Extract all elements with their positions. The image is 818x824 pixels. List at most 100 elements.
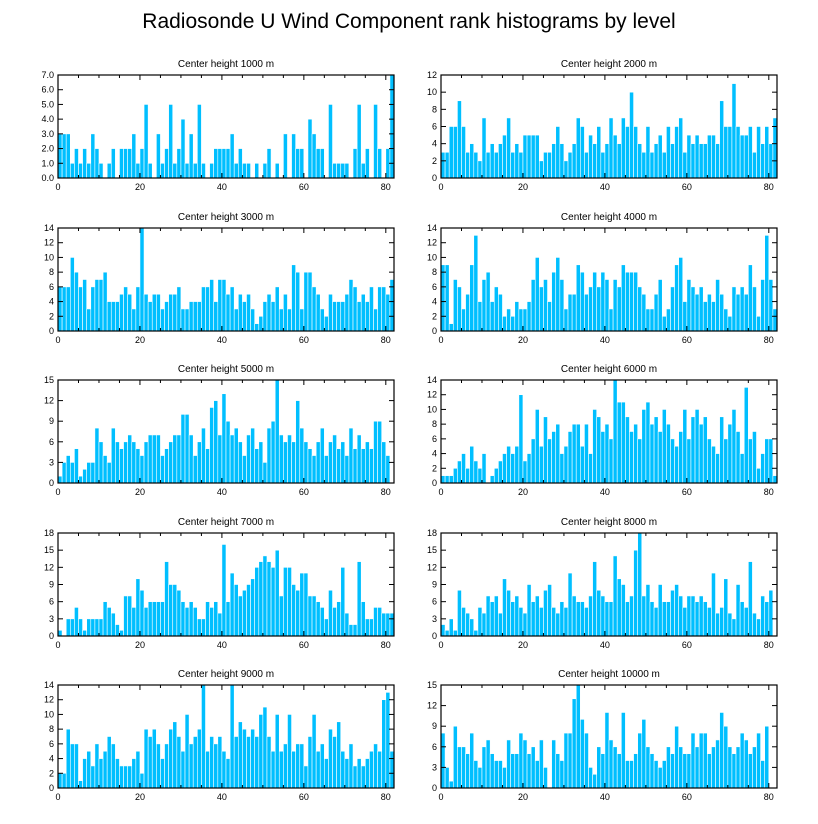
histogram-bar — [518, 151, 524, 179]
histogram-bar — [686, 438, 692, 484]
histogram-bar — [274, 286, 280, 332]
histogram-bar — [74, 607, 79, 637]
histogram-bar — [377, 750, 383, 789]
histogram-bar — [735, 746, 741, 789]
histogram-bar — [616, 401, 622, 484]
histogram-bar — [176, 589, 182, 637]
histogram-bar — [250, 728, 255, 789]
histogram-bar — [649, 753, 655, 789]
histogram-bar — [756, 618, 761, 637]
histogram-bar — [666, 601, 671, 637]
x-tick-label: 80 — [381, 335, 391, 345]
histogram-bar — [168, 584, 174, 637]
x-tick-label: 20 — [135, 182, 145, 192]
histogram-bar — [86, 750, 92, 789]
histogram-bar — [580, 445, 585, 484]
histogram-bar — [694, 601, 700, 637]
histogram-bar — [637, 732, 643, 789]
histogram-bar — [225, 601, 231, 637]
histogram-bar — [719, 416, 725, 484]
histogram-bar — [641, 409, 647, 484]
histogram-bar — [653, 293, 659, 332]
panel-title: Center height 5000 m — [178, 364, 274, 375]
histogram-bar — [209, 162, 215, 179]
y-tick-label: 6.0 — [41, 85, 54, 95]
y-tick-label: 2 — [432, 463, 437, 473]
histogram-bar — [608, 438, 614, 484]
histogram-bar — [461, 126, 466, 179]
histogram-bar — [629, 760, 634, 789]
histogram-bar — [303, 765, 309, 789]
histogram-bar — [731, 83, 737, 179]
histogram-bar — [319, 148, 325, 179]
histogram-bar — [592, 409, 598, 484]
histogram-bar — [197, 618, 202, 637]
histogram-bar — [258, 714, 264, 789]
histogram-bar — [188, 133, 194, 179]
histogram-bar — [180, 750, 186, 789]
histogram-bar — [600, 271, 606, 332]
histogram-bar — [698, 143, 704, 179]
histogram-bar — [201, 286, 206, 332]
histogram-bar — [510, 453, 516, 484]
histogram-bar — [690, 143, 696, 179]
histogram-bar — [295, 400, 301, 484]
histogram-bar — [657, 134, 663, 179]
histogram-bar — [440, 624, 446, 637]
histogram-bar — [608, 117, 614, 179]
histogram-bar — [192, 162, 198, 179]
histogram-bar — [522, 460, 528, 484]
histogram-bar — [61, 133, 67, 179]
histogram-bar — [600, 595, 606, 637]
histogram-bar — [641, 151, 647, 179]
x-tick-label: 0 — [438, 792, 443, 802]
histogram-bar — [123, 765, 128, 789]
histogram-bar — [164, 301, 169, 332]
histogram-bar — [270, 750, 276, 789]
histogram-bar — [336, 301, 342, 332]
histogram-bar — [237, 441, 243, 484]
histogram-bar — [197, 104, 202, 179]
histogram-bar — [311, 133, 317, 179]
histogram-bar — [543, 589, 548, 637]
histogram-bar — [328, 441, 333, 484]
histogram-bar — [555, 423, 561, 484]
histogram-bar — [262, 462, 268, 484]
histogram-bar — [690, 732, 696, 789]
histogram-bar — [752, 746, 757, 789]
y-tick-label: 6 — [49, 437, 54, 447]
panel-title: Center height 9000 m — [178, 669, 274, 680]
histogram-bar — [127, 765, 133, 789]
histogram-bar — [110, 148, 116, 179]
histogram-bar — [365, 618, 370, 637]
histogram-bar — [559, 279, 565, 332]
histogram-bar — [164, 148, 169, 179]
histogram-bar — [473, 235, 479, 332]
histogram-bar — [295, 271, 301, 332]
histogram-bar — [481, 279, 487, 332]
histogram-bar — [82, 148, 87, 179]
histogram-bar — [90, 286, 96, 332]
histogram-bar — [225, 293, 231, 332]
histogram-bar — [506, 445, 511, 484]
histogram-bar — [123, 148, 128, 179]
histogram-bar — [328, 589, 333, 637]
histogram-bar — [69, 618, 75, 637]
x-tick-label: 0 — [55, 335, 60, 345]
histogram-bar — [448, 323, 454, 332]
histogram-bar — [612, 134, 618, 179]
histogram-bar — [539, 607, 544, 637]
histogram-bar — [57, 475, 63, 484]
histogram-bar — [485, 595, 491, 637]
histogram-bar — [743, 607, 749, 637]
histogram-bar — [653, 760, 659, 789]
histogram-bar — [160, 455, 165, 484]
histogram-bar — [356, 301, 362, 332]
histogram-bar — [547, 151, 552, 179]
histogram-bar — [534, 595, 540, 637]
histogram-bar — [254, 448, 260, 484]
histogram-bar — [369, 618, 374, 637]
histogram-bar — [514, 753, 520, 789]
histogram-bar — [324, 455, 329, 484]
histogram-bar — [543, 767, 548, 789]
